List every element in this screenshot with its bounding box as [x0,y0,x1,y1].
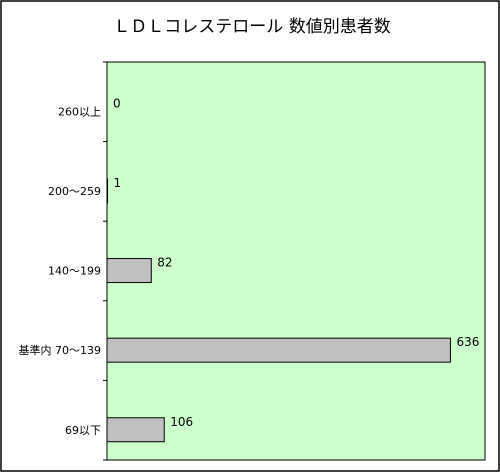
category-label: 260以上 [58,105,101,118]
bar [106,337,451,363]
bar [106,417,165,443]
value-label: 1 [114,176,122,190]
value-label: 636 [456,335,479,349]
category-label: 基準内 70～139 [19,343,102,357]
bars [106,178,451,443]
category-label: 69以下 [65,424,101,437]
value-labels: 0 1 82 636 106 [113,96,479,428]
category-labels: 260以上 200～259 140～199 基準内 70～139 69以下 [19,105,102,436]
category-label: 200～259 [48,185,101,198]
bar [106,258,152,284]
value-label: 82 [157,256,172,270]
value-label: 0 [113,96,121,110]
axis-ticks [103,61,107,461]
chart-title: ＬＤＬコレステロール 数値別患者数 [113,17,390,37]
bar [106,178,109,204]
plot-area [106,61,486,461]
category-label: 140～199 [48,265,101,278]
value-label: 106 [170,415,193,429]
